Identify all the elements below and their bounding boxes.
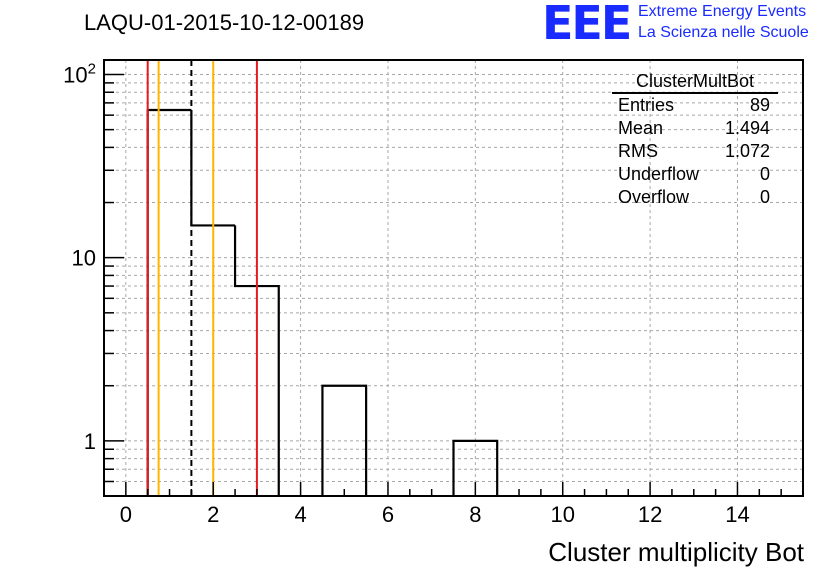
stats-row-mean: Mean 1.494 — [612, 117, 778, 140]
chart-title: LAQU-01-2015-10-12-00189 — [84, 10, 365, 35]
x-axis-label: Cluster multiplicity Bot — [548, 537, 804, 567]
histogram-outline — [146, 108, 499, 496]
axis-ticks — [104, 73, 782, 497]
stats-label: Overflow — [618, 187, 690, 207]
y-tick-label: 10 — [72, 246, 96, 271]
stats-value: 89 — [749, 95, 770, 115]
x-tick-label: 6 — [382, 502, 394, 527]
logo-text-line1: Extreme Energy Events — [638, 3, 807, 20]
x-tick-label: 8 — [469, 502, 481, 527]
stats-label: Entries — [618, 95, 675, 115]
stats-box: ClusterMultBot Entries 89 Mean 1.494 RMS… — [612, 70, 778, 209]
stats-label: Mean — [618, 118, 664, 138]
y-tick-label: 102 — [63, 61, 96, 88]
stats-row-entries: Entries 89 — [612, 94, 778, 117]
reference-lines — [146, 60, 258, 496]
stats-value: 0 — [759, 164, 770, 184]
stats-row-rms: RMS 1.072 — [612, 140, 778, 163]
eee-logo: EEE — [542, 0, 632, 50]
x-tick-label: 4 — [294, 502, 306, 527]
stats-value: 0 — [759, 187, 770, 207]
x-tick-label: 2 — [207, 502, 219, 527]
stats-value: 1.494 — [724, 118, 770, 138]
x-tick-label: 12 — [638, 502, 662, 527]
x-tick-label: 10 — [550, 502, 574, 527]
stats-value: 1.072 — [724, 141, 770, 161]
y-tick-label: 1 — [84, 429, 96, 454]
stats-row-overflow: Overflow 0 — [612, 186, 778, 209]
axis-tick-labels: 0 2 4 6 8 10 12 14 1 10 102 — [63, 61, 750, 527]
grid-lines — [104, 60, 803, 497]
stats-row-underflow: Underflow 0 — [612, 163, 778, 186]
logo-text-line2: La Scienza nelle Scuole — [638, 24, 809, 41]
stats-label: RMS — [618, 141, 658, 161]
x-tick-label: 14 — [725, 502, 749, 527]
stats-box-title: ClusterMultBot — [612, 70, 778, 94]
histogram-bins — [146, 108, 499, 496]
x-tick-label: 0 — [120, 502, 132, 527]
stats-label: Underflow — [618, 164, 700, 184]
histogram-bin — [148, 110, 192, 496]
